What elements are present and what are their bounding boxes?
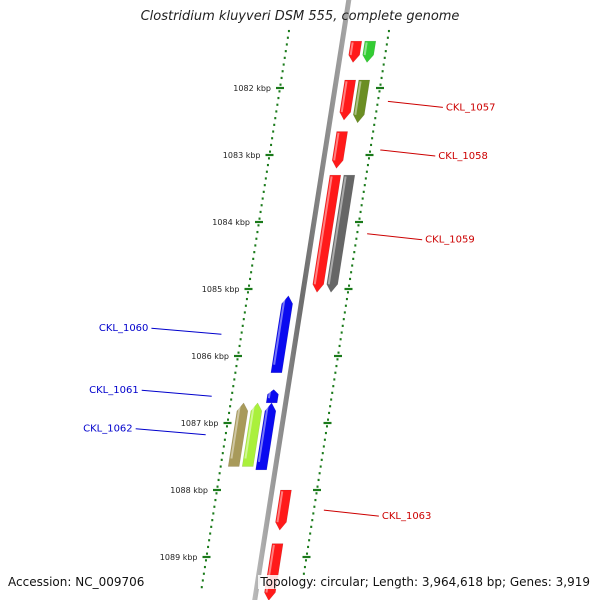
gene-label: CKL_1060 bbox=[99, 323, 149, 334]
gene-label: CKL_1063 bbox=[382, 511, 432, 522]
ruler-label: 1089 kbp bbox=[160, 553, 198, 562]
gene-ckl1062-green bbox=[241, 402, 263, 467]
gene-highlight bbox=[244, 404, 255, 459]
gene-highlight bbox=[340, 81, 348, 113]
accession-text: Accession: NC_009706 bbox=[6, 575, 147, 589]
gene-highlight bbox=[363, 42, 368, 56]
gene-top-red bbox=[348, 40, 363, 63]
gene-label: CKL_1058 bbox=[438, 151, 488, 162]
genome-backbone bbox=[251, 0, 352, 604]
gene-labels-layer: CKL_1057 CKL_1058 CKL_1059 CKL_1060 CKL_1061… bbox=[83, 100, 496, 522]
gene-ckl1058 bbox=[331, 131, 348, 169]
gene-ckl1059-grey bbox=[326, 174, 356, 293]
ruler-label: 1085 kbp bbox=[202, 285, 240, 294]
gene-ckl1059-red bbox=[312, 174, 342, 293]
gene-ckl1063 bbox=[275, 489, 292, 531]
gene-label: CKL_1059 bbox=[425, 235, 475, 246]
backbone-layer bbox=[251, 0, 352, 604]
gene-highlight bbox=[267, 390, 272, 399]
gene-top-green bbox=[362, 40, 377, 63]
ruler-ticks-layer: 1082 kbp 1083 kbp 1084 kbp 1085 kbp 1086 kbp… bbox=[160, 29, 390, 589]
gene-ckl1057-red bbox=[339, 79, 357, 121]
ruler-label: 1088 kbp bbox=[170, 486, 208, 495]
ruler-label: 1082 kbp bbox=[233, 84, 271, 93]
gene-label-leader bbox=[387, 100, 443, 108]
gene-label-leader bbox=[323, 509, 379, 517]
gene-label: CKL_1061 bbox=[89, 385, 139, 396]
gene-highlight bbox=[313, 176, 333, 285]
gene-label-leader bbox=[380, 149, 436, 157]
gene-highlight bbox=[273, 296, 286, 365]
gene-label-leader bbox=[367, 233, 423, 241]
gene-highlight bbox=[276, 491, 284, 523]
ruler-label: 1084 kbp bbox=[212, 218, 250, 227]
gene-highlight bbox=[257, 404, 269, 463]
gene-highlight bbox=[327, 176, 347, 285]
map-title: Clostridium kluyveri DSM 555, complete g… bbox=[140, 9, 460, 24]
genome-summary-text: Topology: circular; Length: 3,964,618 bp… bbox=[258, 575, 592, 589]
ruler-label: 1087 kbp bbox=[181, 419, 219, 428]
genes-layer bbox=[227, 40, 377, 601]
ruler-label: 1086 kbp bbox=[191, 352, 229, 361]
gene-ckl1062-blue bbox=[255, 402, 277, 471]
gene-label: CKL_1057 bbox=[446, 102, 496, 113]
gene-label-leader bbox=[135, 428, 206, 436]
gene-highlight bbox=[349, 42, 354, 56]
gene-ckl1061 bbox=[265, 389, 279, 404]
gene-label-leader bbox=[151, 327, 222, 335]
gene-ckl1062-khaki bbox=[227, 402, 249, 467]
gene-label-leader bbox=[141, 389, 212, 397]
ruler-label: 1083 kbp bbox=[223, 151, 261, 160]
gene-highlight bbox=[333, 132, 340, 161]
gene-ckl1057-olive bbox=[353, 79, 371, 124]
gene-ckl1060 bbox=[270, 295, 293, 373]
gene-highlight bbox=[354, 81, 362, 115]
gene-highlight bbox=[230, 404, 241, 459]
gene-label: CKL_1062 bbox=[83, 424, 133, 435]
